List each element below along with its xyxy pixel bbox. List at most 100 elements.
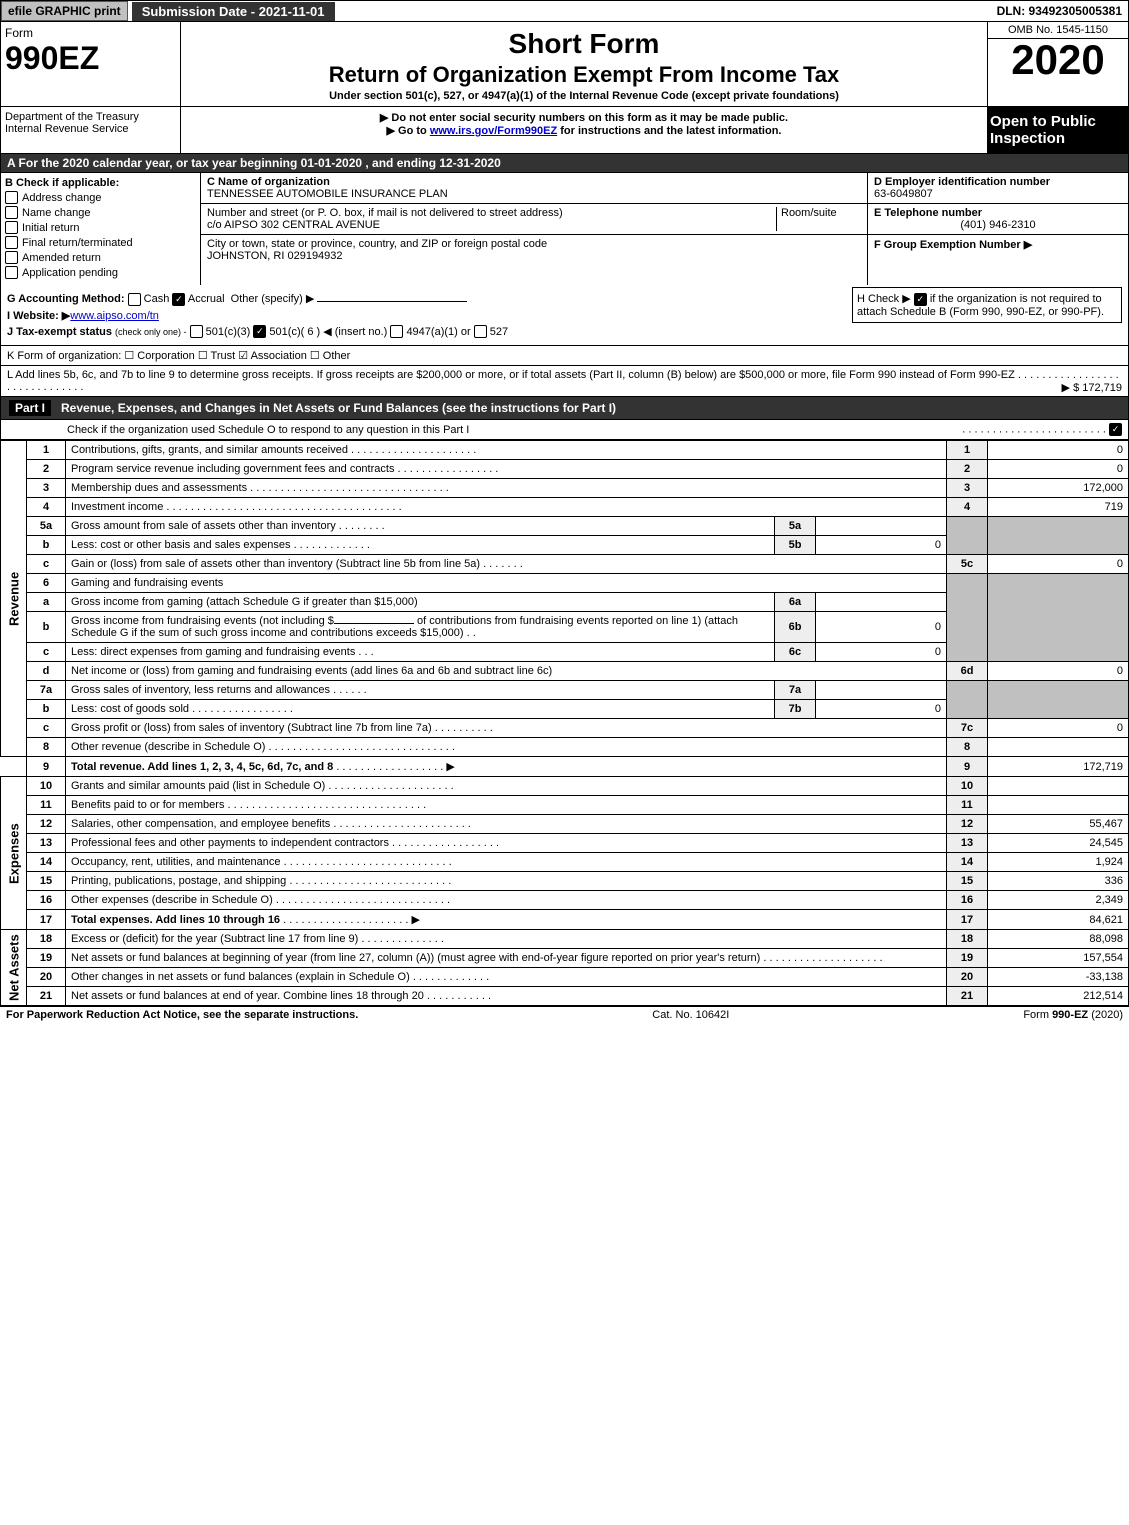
return-title: Return of Organization Exempt From Incom…	[185, 62, 983, 88]
result-num: 5c	[947, 555, 988, 574]
checkbox-application-pending[interactable]	[5, 266, 18, 279]
form-header: Form 990EZ Short Form Return of Organiza…	[0, 22, 1129, 107]
efile-print-button[interactable]: efile GRAPHIC print	[1, 1, 128, 21]
website-link[interactable]: www.aipso.com/tn	[70, 310, 159, 322]
checkbox-527[interactable]	[474, 325, 487, 338]
line-desc: Gaming and fundraising events	[66, 574, 947, 593]
checkbox-h[interactable]	[914, 293, 927, 306]
result-val	[988, 796, 1129, 815]
sub-line-num: 6b	[775, 612, 816, 643]
checkbox-initial-return[interactable]	[5, 221, 18, 234]
checkbox-final-return[interactable]	[5, 236, 18, 249]
result-num: 13	[947, 834, 988, 853]
result-val: 719	[988, 498, 1129, 517]
result-val: 172,719	[988, 757, 1129, 777]
line-num: 13	[27, 834, 66, 853]
line-desc: Total expenses. Add lines 10 through 16 …	[66, 910, 947, 930]
org-info-grid: B Check if applicable: Address change Na…	[0, 173, 1129, 285]
result-val	[988, 777, 1129, 796]
irs-link[interactable]: www.irs.gov/Form990EZ	[430, 125, 557, 137]
line-k: K Form of organization: ☐ Corporation ☐ …	[0, 346, 1129, 366]
sub-line-num: 5a	[775, 517, 816, 536]
sub-val: 0	[816, 643, 947, 662]
line-desc: Professional fees and other payments to …	[66, 834, 947, 853]
line-desc: Excess or (deficit) for the year (Subtra…	[66, 930, 947, 949]
checkbox-4947[interactable]	[390, 325, 403, 338]
city-value: JOHNSTON, RI 029194932	[207, 250, 861, 262]
sub-line-num: 6c	[775, 643, 816, 662]
lines-g-h-i-j: H Check ▶ if the organization is not req…	[0, 285, 1129, 346]
line-num: 21	[27, 987, 66, 1006]
checkbox-amended-return[interactable]	[5, 251, 18, 264]
gray-cell	[988, 574, 1129, 662]
result-num: 7c	[947, 719, 988, 738]
result-val: 336	[988, 872, 1129, 891]
top-bar: efile GRAPHIC print Submission Date - 20…	[0, 0, 1129, 22]
footer-right: Form 990-EZ (2020)	[1023, 1009, 1123, 1021]
result-num: 12	[947, 815, 988, 834]
line-num: d	[27, 662, 66, 681]
gray-cell	[988, 681, 1129, 719]
line-desc: Grants and similar amounts paid (list in…	[66, 777, 947, 796]
line-num: c	[27, 719, 66, 738]
line-num: 7a	[27, 681, 66, 700]
result-num: 8	[947, 738, 988, 757]
checkbox-schedule-o[interactable]	[1109, 423, 1122, 436]
checkbox-501c3[interactable]	[190, 325, 203, 338]
form-word: Form	[5, 26, 176, 40]
result-num: 17	[947, 910, 988, 930]
cb-label: Name change	[22, 207, 91, 219]
result-num: 1	[947, 441, 988, 460]
part1-check-line: Check if the organization used Schedule …	[0, 420, 1129, 440]
line-desc: Net assets or fund balances at end of ye…	[66, 987, 947, 1006]
line-desc: Less: cost or other basis and sales expe…	[66, 536, 775, 555]
line-h-box: H Check ▶ if the organization is not req…	[852, 287, 1122, 323]
line-desc: Other changes in net assets or fund bala…	[66, 968, 947, 987]
result-num: 3	[947, 479, 988, 498]
line-desc: Membership dues and assessments . . . . …	[66, 479, 947, 498]
form-number: 990EZ	[5, 40, 176, 77]
sub-val: 0	[816, 612, 947, 643]
org-name-label: C Name of organization	[207, 176, 861, 188]
sub-val	[816, 517, 947, 536]
result-val: 2,349	[988, 891, 1129, 910]
line-num: 14	[27, 853, 66, 872]
line-desc: Gross amount from sale of assets other t…	[66, 517, 775, 536]
dln-label: DLN: 93492305005381	[991, 2, 1128, 20]
line-num: 16	[27, 891, 66, 910]
open-to-public: Open to Public Inspection	[988, 107, 1128, 153]
part-label: Part I	[9, 400, 51, 416]
gray-cell	[947, 681, 988, 719]
column-d-e-f: D Employer identification number 63-6049…	[868, 173, 1128, 285]
line-num: c	[27, 555, 66, 574]
line-num: 15	[27, 872, 66, 891]
checkbox-501c[interactable]	[253, 325, 266, 338]
phone-value: (401) 946-2310	[874, 219, 1122, 231]
line-num: 8	[27, 738, 66, 757]
checkbox-cash[interactable]	[128, 293, 141, 306]
result-num: 19	[947, 949, 988, 968]
checkbox-accrual[interactable]	[172, 293, 185, 306]
result-num: 21	[947, 987, 988, 1006]
short-form-title: Short Form	[185, 28, 983, 60]
footer-left: For Paperwork Reduction Act Notice, see …	[6, 1009, 358, 1021]
result-val: 24,545	[988, 834, 1129, 853]
line-num: 19	[27, 949, 66, 968]
dept-row: Department of the Treasury Internal Reve…	[0, 107, 1129, 154]
result-val: 55,467	[988, 815, 1129, 834]
city-label: City or town, state or province, country…	[207, 238, 861, 250]
sub-line-num: 5b	[775, 536, 816, 555]
line-num: 5a	[27, 517, 66, 536]
line-desc: Gross sales of inventory, less returns a…	[66, 681, 775, 700]
result-val: 212,514	[988, 987, 1129, 1006]
column-b-checkboxes: B Check if applicable: Address change Na…	[1, 173, 201, 285]
checkbox-name-change[interactable]	[5, 206, 18, 219]
checkbox-address-change[interactable]	[5, 191, 18, 204]
line-desc: Gross profit or (loss) from sales of inv…	[66, 719, 947, 738]
ein-value: 63-6049807	[874, 188, 1122, 200]
line-desc: Gross income from fundraising events (no…	[66, 612, 775, 643]
column-c-org-info: C Name of organization TENNESSEE AUTOMOB…	[201, 173, 868, 285]
line-num: 9	[27, 757, 66, 777]
line-num: b	[27, 612, 66, 643]
ssn-warning: ▶ Do not enter social security numbers o…	[185, 111, 983, 124]
